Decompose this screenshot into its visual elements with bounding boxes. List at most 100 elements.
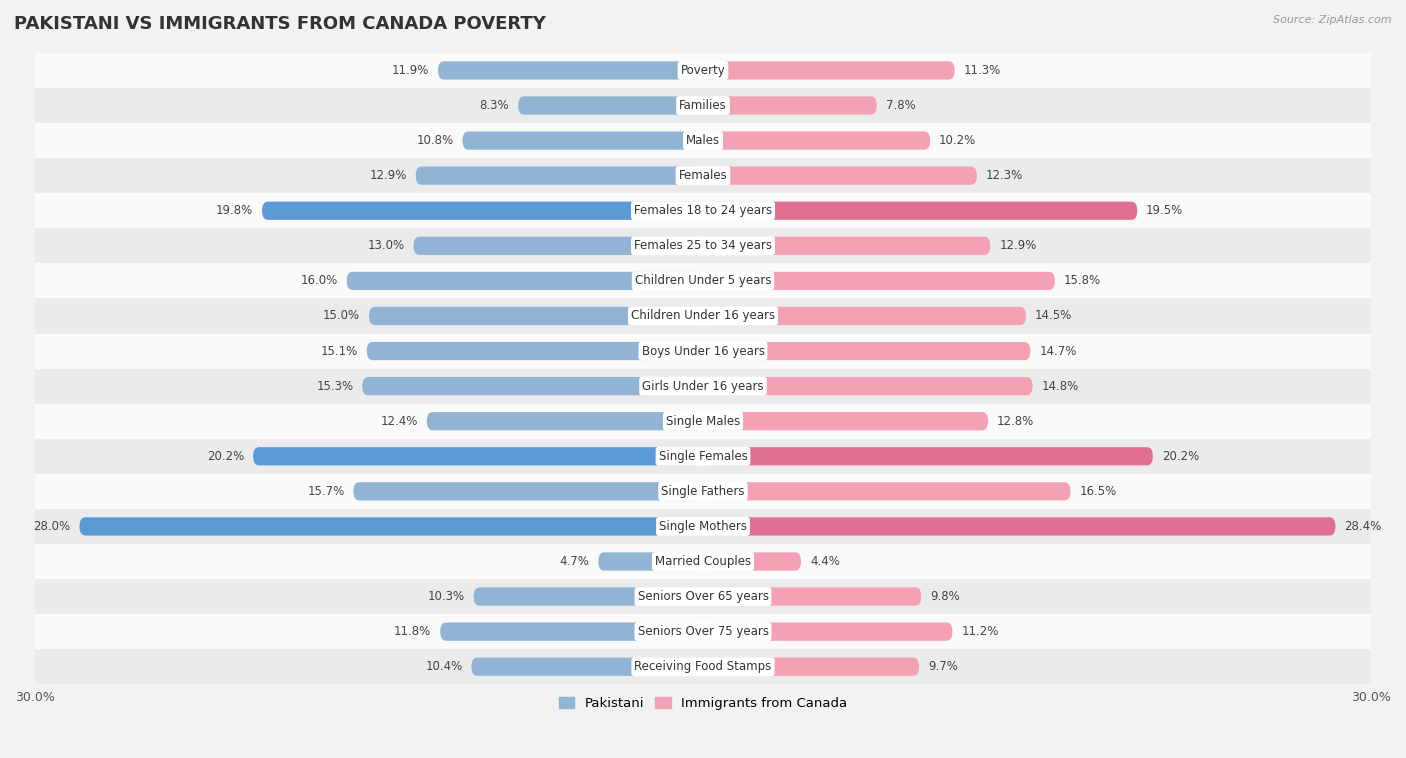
FancyBboxPatch shape bbox=[474, 587, 703, 606]
FancyBboxPatch shape bbox=[439, 61, 703, 80]
Text: 16.5%: 16.5% bbox=[1080, 485, 1116, 498]
Text: 12.9%: 12.9% bbox=[370, 169, 406, 182]
Text: Single Females: Single Females bbox=[658, 449, 748, 463]
Text: 12.9%: 12.9% bbox=[1000, 240, 1036, 252]
FancyBboxPatch shape bbox=[262, 202, 703, 220]
FancyBboxPatch shape bbox=[703, 96, 877, 114]
Text: 16.0%: 16.0% bbox=[301, 274, 337, 287]
Bar bbox=[35, 263, 1371, 299]
FancyBboxPatch shape bbox=[471, 658, 703, 676]
Text: Single Males: Single Males bbox=[666, 415, 740, 428]
FancyBboxPatch shape bbox=[599, 553, 703, 571]
Legend: Pakistani, Immigrants from Canada: Pakistani, Immigrants from Canada bbox=[553, 692, 853, 716]
FancyBboxPatch shape bbox=[368, 307, 703, 325]
FancyBboxPatch shape bbox=[363, 377, 703, 395]
FancyBboxPatch shape bbox=[703, 517, 1336, 536]
FancyBboxPatch shape bbox=[703, 307, 1026, 325]
FancyBboxPatch shape bbox=[703, 482, 1070, 500]
Text: Males: Males bbox=[686, 134, 720, 147]
Bar bbox=[35, 123, 1371, 158]
Text: 10.4%: 10.4% bbox=[425, 660, 463, 673]
FancyBboxPatch shape bbox=[703, 131, 931, 150]
FancyBboxPatch shape bbox=[703, 167, 977, 185]
FancyBboxPatch shape bbox=[703, 377, 1032, 395]
FancyBboxPatch shape bbox=[703, 622, 952, 641]
Text: Females 25 to 34 years: Females 25 to 34 years bbox=[634, 240, 772, 252]
FancyBboxPatch shape bbox=[703, 61, 955, 80]
FancyBboxPatch shape bbox=[427, 412, 703, 431]
Text: 15.3%: 15.3% bbox=[316, 380, 353, 393]
Bar bbox=[35, 474, 1371, 509]
Text: Boys Under 16 years: Boys Under 16 years bbox=[641, 345, 765, 358]
Bar bbox=[35, 404, 1371, 439]
Text: 10.8%: 10.8% bbox=[416, 134, 454, 147]
FancyBboxPatch shape bbox=[463, 131, 703, 150]
FancyBboxPatch shape bbox=[703, 447, 1153, 465]
Text: 4.7%: 4.7% bbox=[560, 555, 589, 568]
FancyBboxPatch shape bbox=[703, 342, 1031, 360]
FancyBboxPatch shape bbox=[253, 447, 703, 465]
Bar bbox=[35, 544, 1371, 579]
Text: Source: ZipAtlas.com: Source: ZipAtlas.com bbox=[1274, 15, 1392, 25]
Text: 11.2%: 11.2% bbox=[962, 625, 998, 638]
FancyBboxPatch shape bbox=[519, 96, 703, 114]
Text: 11.9%: 11.9% bbox=[392, 64, 429, 77]
Bar bbox=[35, 53, 1371, 88]
Text: Females: Females bbox=[679, 169, 727, 182]
Text: 15.8%: 15.8% bbox=[1064, 274, 1101, 287]
Bar bbox=[35, 579, 1371, 614]
FancyBboxPatch shape bbox=[353, 482, 703, 500]
Text: 20.2%: 20.2% bbox=[207, 449, 245, 463]
Bar bbox=[35, 334, 1371, 368]
Text: 9.8%: 9.8% bbox=[931, 590, 960, 603]
Text: 4.4%: 4.4% bbox=[810, 555, 839, 568]
Text: 15.7%: 15.7% bbox=[308, 485, 344, 498]
Bar bbox=[35, 439, 1371, 474]
Text: Single Fathers: Single Fathers bbox=[661, 485, 745, 498]
Text: 28.4%: 28.4% bbox=[1344, 520, 1382, 533]
Text: Children Under 5 years: Children Under 5 years bbox=[634, 274, 772, 287]
Text: 9.7%: 9.7% bbox=[928, 660, 957, 673]
Text: 28.0%: 28.0% bbox=[34, 520, 70, 533]
Text: 19.8%: 19.8% bbox=[217, 204, 253, 218]
Text: PAKISTANI VS IMMIGRANTS FROM CANADA POVERTY: PAKISTANI VS IMMIGRANTS FROM CANADA POVE… bbox=[14, 15, 546, 33]
FancyBboxPatch shape bbox=[367, 342, 703, 360]
Text: Children Under 16 years: Children Under 16 years bbox=[631, 309, 775, 322]
Text: 19.5%: 19.5% bbox=[1146, 204, 1184, 218]
Bar bbox=[35, 228, 1371, 263]
FancyBboxPatch shape bbox=[703, 658, 920, 676]
Bar bbox=[35, 193, 1371, 228]
Text: 8.3%: 8.3% bbox=[479, 99, 509, 112]
Text: Females 18 to 24 years: Females 18 to 24 years bbox=[634, 204, 772, 218]
FancyBboxPatch shape bbox=[703, 412, 988, 431]
Text: Girls Under 16 years: Girls Under 16 years bbox=[643, 380, 763, 393]
Text: 12.3%: 12.3% bbox=[986, 169, 1024, 182]
Text: 10.2%: 10.2% bbox=[939, 134, 976, 147]
Text: Families: Families bbox=[679, 99, 727, 112]
Text: 14.5%: 14.5% bbox=[1035, 309, 1071, 322]
FancyBboxPatch shape bbox=[703, 236, 990, 255]
FancyBboxPatch shape bbox=[703, 553, 801, 571]
Text: 12.4%: 12.4% bbox=[381, 415, 418, 428]
Text: 14.8%: 14.8% bbox=[1042, 380, 1078, 393]
Text: Married Couples: Married Couples bbox=[655, 555, 751, 568]
FancyBboxPatch shape bbox=[413, 236, 703, 255]
Text: 10.3%: 10.3% bbox=[427, 590, 465, 603]
Text: 15.1%: 15.1% bbox=[321, 345, 359, 358]
Text: 12.8%: 12.8% bbox=[997, 415, 1035, 428]
Text: 15.0%: 15.0% bbox=[323, 309, 360, 322]
Text: Seniors Over 75 years: Seniors Over 75 years bbox=[637, 625, 769, 638]
Text: 13.0%: 13.0% bbox=[367, 240, 405, 252]
Bar bbox=[35, 368, 1371, 404]
Text: Single Mothers: Single Mothers bbox=[659, 520, 747, 533]
FancyBboxPatch shape bbox=[703, 587, 921, 606]
Text: 11.3%: 11.3% bbox=[963, 64, 1001, 77]
FancyBboxPatch shape bbox=[703, 272, 1054, 290]
Text: Receiving Food Stamps: Receiving Food Stamps bbox=[634, 660, 772, 673]
Bar bbox=[35, 88, 1371, 123]
Text: 14.7%: 14.7% bbox=[1039, 345, 1077, 358]
Bar bbox=[35, 299, 1371, 334]
Text: 7.8%: 7.8% bbox=[886, 99, 915, 112]
Text: 20.2%: 20.2% bbox=[1161, 449, 1199, 463]
FancyBboxPatch shape bbox=[440, 622, 703, 641]
